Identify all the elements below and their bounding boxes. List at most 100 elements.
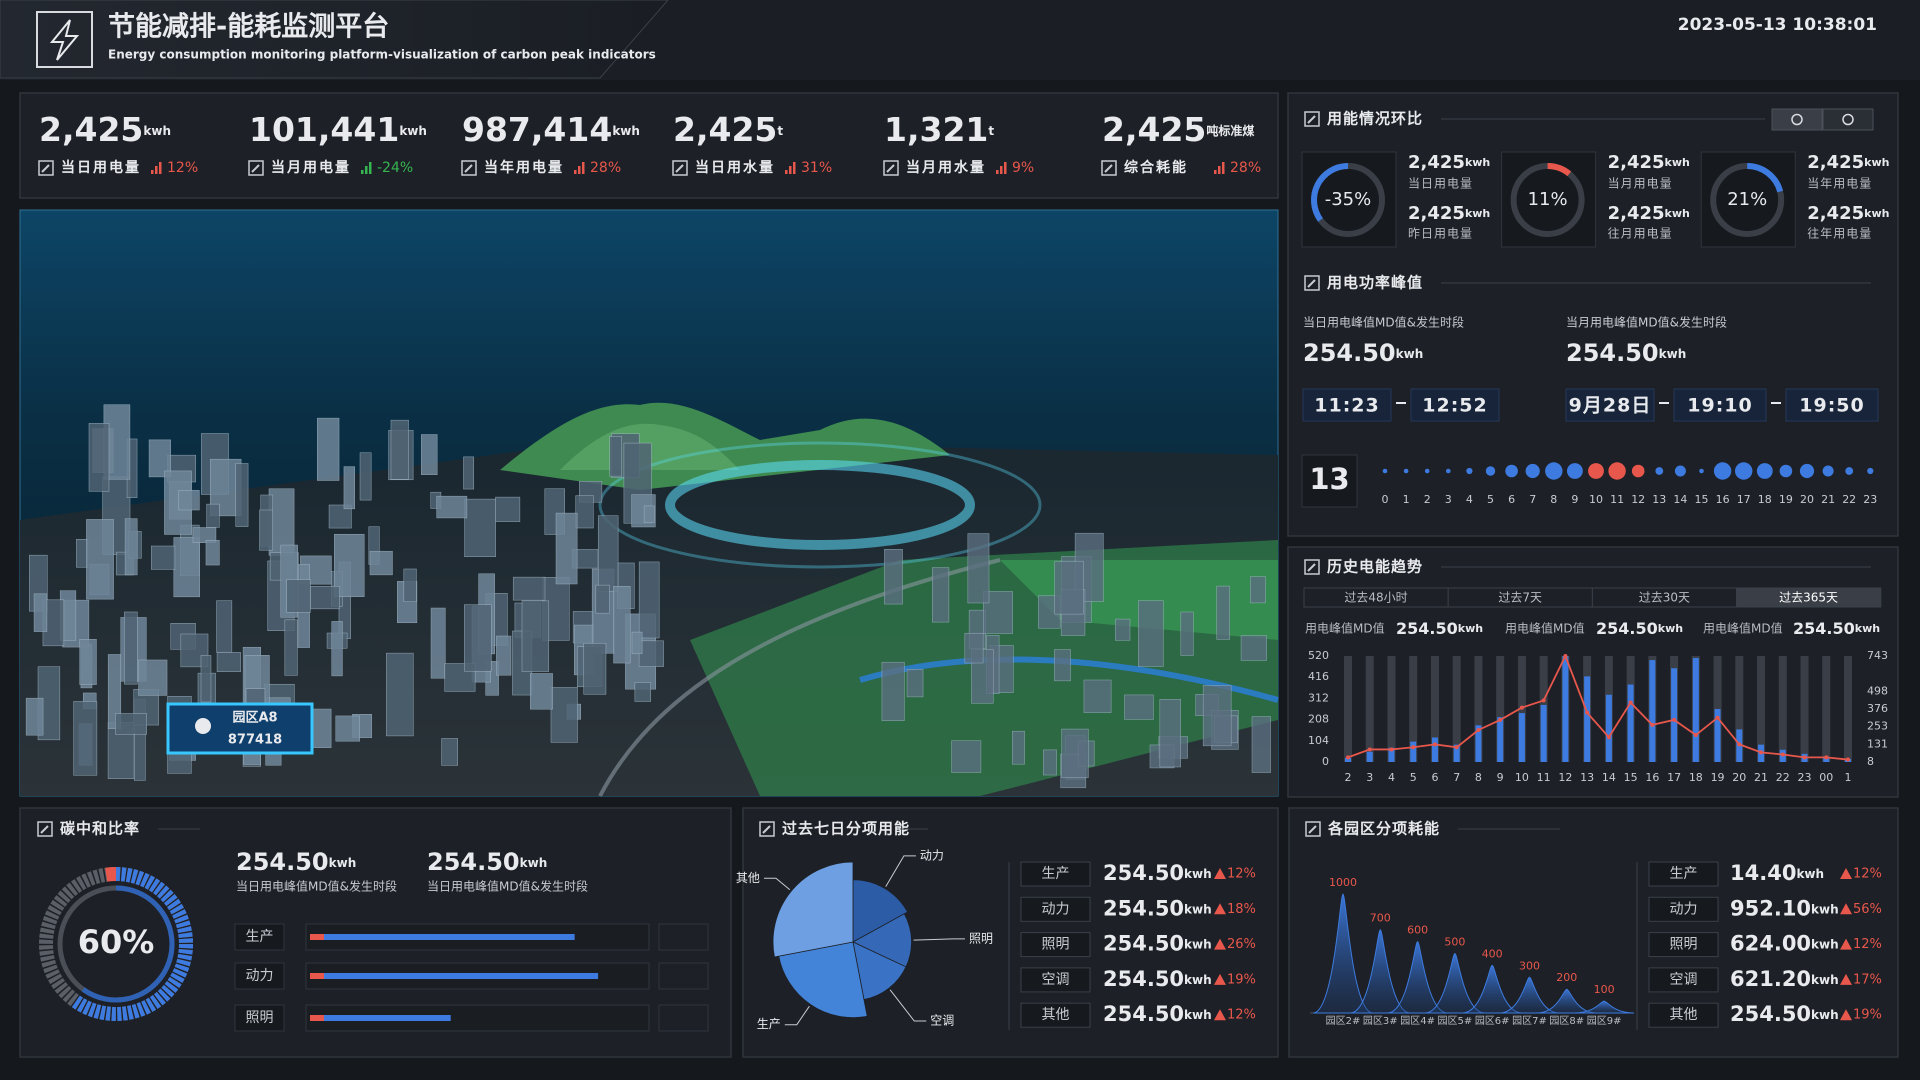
bar xyxy=(1345,757,1351,762)
unit: t xyxy=(777,124,783,138)
bar-track xyxy=(1822,656,1831,762)
bar-track xyxy=(1496,656,1505,762)
time-box xyxy=(1302,388,1392,422)
hour-dot xyxy=(1756,463,1773,479)
icon xyxy=(886,164,895,173)
ring-effect xyxy=(598,441,1042,569)
bar-track xyxy=(1735,656,1744,762)
pie-label: 空调 xyxy=(930,1014,954,1028)
kpi-label: 当年用电量 xyxy=(484,159,564,176)
name-box xyxy=(1020,967,1091,993)
section-title: 用电功率峰值 xyxy=(1327,274,1423,292)
building xyxy=(1159,699,1181,768)
building xyxy=(643,505,655,523)
building xyxy=(216,652,241,673)
kpi-label: 当日用水量 xyxy=(695,159,775,176)
up-arrow xyxy=(1840,938,1852,950)
pie-slice xyxy=(852,941,907,1000)
unit: kwh xyxy=(1864,207,1889,220)
x-tick-label: 13 xyxy=(1580,771,1594,784)
header-plate xyxy=(0,0,669,79)
up-arrow xyxy=(1214,903,1226,915)
unit: 吨标准煤 xyxy=(1206,123,1254,138)
row-name: 空调 xyxy=(1042,972,1070,988)
bar xyxy=(1453,744,1460,762)
pie-slice xyxy=(852,913,912,968)
icon xyxy=(37,821,53,837)
y-tick-label: 104 xyxy=(1308,734,1329,747)
bar xyxy=(1475,725,1482,762)
trend-icon xyxy=(1218,166,1221,174)
building xyxy=(1061,728,1089,778)
building xyxy=(550,687,578,743)
gauge-arc xyxy=(1311,163,1349,222)
area-peak xyxy=(1536,988,1597,1014)
area-peak xyxy=(1424,952,1485,1014)
building xyxy=(1115,618,1131,641)
icon xyxy=(759,821,775,837)
value: 254.50 xyxy=(1566,339,1659,367)
icon xyxy=(1307,115,1316,124)
building xyxy=(597,515,619,592)
up-arrow xyxy=(1840,903,1852,915)
value: 2,425 xyxy=(1807,203,1864,224)
building xyxy=(638,561,660,639)
x-tick-label: 5 xyxy=(1410,771,1417,784)
toolbar-icon xyxy=(1791,113,1803,126)
unit: t xyxy=(988,124,994,138)
toolbar-button[interactable] xyxy=(1822,108,1874,131)
trend-icon xyxy=(1004,162,1007,174)
line-point xyxy=(1585,710,1590,715)
row-value: 254.50kwh xyxy=(1103,967,1212,991)
unit: kwh xyxy=(1811,937,1839,951)
x-tick-label: 4 xyxy=(1388,771,1395,784)
unit: kwh xyxy=(1465,156,1490,169)
hour-dot xyxy=(1403,468,1409,474)
unit: kwh xyxy=(1811,902,1839,916)
hour-dot xyxy=(1608,462,1626,480)
building xyxy=(369,550,393,576)
kpi-value: 1,321t xyxy=(884,110,994,149)
name-box xyxy=(1020,932,1091,958)
toolbar-button[interactable] xyxy=(1771,108,1823,131)
value: 254.50 xyxy=(1103,967,1184,991)
trend-icon xyxy=(996,170,999,174)
y2-tick-label: 743 xyxy=(1867,649,1888,662)
x-tick-label: 19 xyxy=(1711,771,1725,784)
row-change: 12% xyxy=(1227,1008,1256,1023)
value: 254.50 xyxy=(1303,339,1396,367)
building xyxy=(1216,585,1230,640)
trend-icon xyxy=(574,170,577,174)
kpi-change: 12% xyxy=(167,160,198,176)
unit: kwh xyxy=(1864,156,1889,169)
building xyxy=(334,533,365,597)
x-tick-label: 14 xyxy=(1602,771,1616,784)
value-box xyxy=(658,962,709,990)
x-tick-label: 9 xyxy=(1497,771,1504,784)
bar xyxy=(1410,741,1417,762)
icon xyxy=(1307,279,1316,288)
area-peak xyxy=(1350,929,1411,1014)
hour-dot xyxy=(1735,462,1753,480)
hour-dot xyxy=(1567,463,1583,479)
x-tick-label: 园区7# xyxy=(1512,1015,1547,1027)
building xyxy=(1251,716,1271,773)
value: 2,425 xyxy=(673,110,777,149)
x-tick-label: 8 xyxy=(1475,771,1482,784)
kpi-change: 31% xyxy=(801,160,832,176)
area-peak xyxy=(1387,941,1448,1014)
pie-label: 照明 xyxy=(969,931,993,945)
kpi-label: 当日用电量 xyxy=(61,159,141,176)
building xyxy=(1202,685,1232,747)
trend-icon xyxy=(365,166,368,174)
hour-dot xyxy=(1655,467,1664,475)
bar-start xyxy=(310,1015,324,1021)
bar-label: 动力 xyxy=(246,968,274,984)
building xyxy=(583,643,607,695)
marker-pin xyxy=(195,718,211,734)
up-arrow xyxy=(1840,1009,1852,1021)
icon xyxy=(672,160,688,176)
logo-frame xyxy=(36,11,93,68)
tab[interactable] xyxy=(1736,587,1882,608)
tab-label: 过去365天 xyxy=(1779,591,1838,605)
